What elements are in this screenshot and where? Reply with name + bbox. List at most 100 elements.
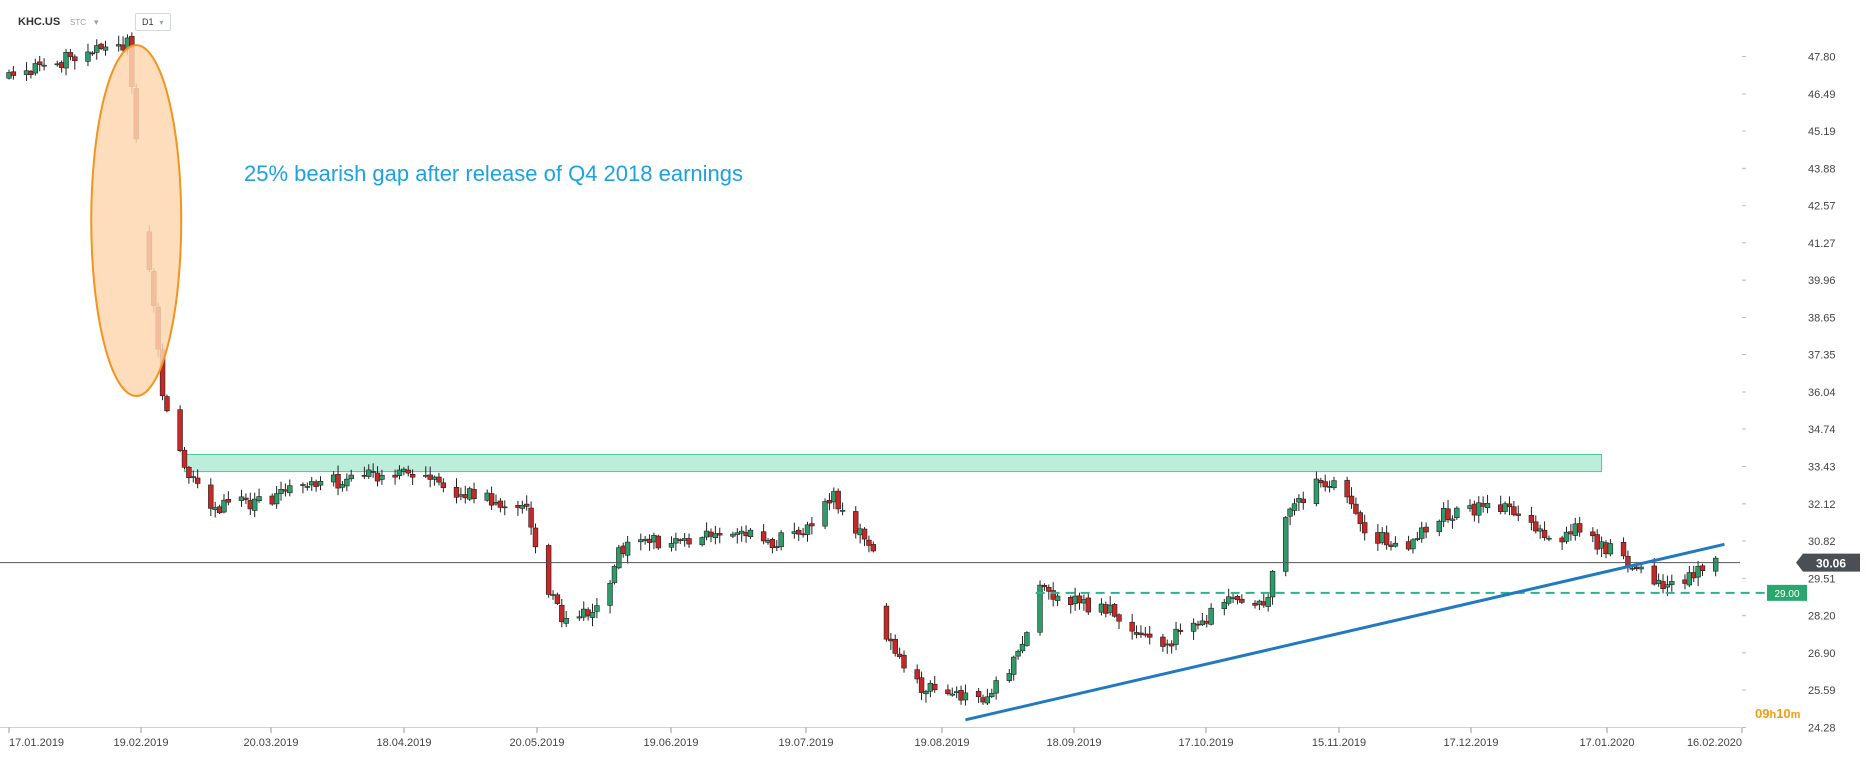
candle[interactable]: [1638, 564, 1644, 574]
candle[interactable]: [708, 528, 714, 543]
candle[interactable]: [791, 522, 798, 539]
candle[interactable]: [462, 485, 468, 504]
candle[interactable]: [866, 535, 872, 553]
candle[interactable]: [1269, 569, 1276, 605]
ticker-symbol[interactable]: KHC.US: [18, 16, 61, 28]
candle[interactable]: [1620, 537, 1627, 560]
candle[interactable]: [1177, 623, 1184, 635]
candle[interactable]: [962, 684, 969, 706]
candle[interactable]: [1660, 574, 1666, 594]
candle[interactable]: [699, 536, 705, 547]
candle[interactable]: [1239, 594, 1245, 604]
candle[interactable]: [984, 688, 991, 706]
candle[interactable]: [585, 607, 591, 621]
candle[interactable]: [330, 471, 337, 487]
candle[interactable]: [37, 55, 43, 72]
candle[interactable]: [431, 475, 438, 486]
candle[interactable]: [914, 664, 920, 684]
candle[interactable]: [559, 598, 565, 628]
candle[interactable]: [344, 473, 350, 492]
candle[interactable]: [396, 465, 403, 480]
candle[interactable]: [953, 686, 960, 699]
candle[interactable]: [839, 502, 846, 516]
candle[interactable]: [458, 487, 464, 501]
candle[interactable]: [1410, 538, 1416, 554]
candle[interactable]: [892, 634, 898, 657]
candle[interactable]: [1331, 476, 1337, 491]
candle[interactable]: [72, 54, 78, 70]
candle[interactable]: [1147, 625, 1153, 645]
candle[interactable]: [67, 48, 74, 61]
candle[interactable]: [673, 532, 679, 551]
candle[interactable]: [1256, 599, 1263, 611]
candle[interactable]: [1011, 655, 1017, 681]
candle[interactable]: [269, 493, 275, 506]
candle[interactable]: [212, 501, 218, 518]
candle[interactable]: [861, 527, 868, 547]
candle[interactable]: [668, 536, 675, 552]
candle[interactable]: [256, 488, 262, 503]
candle[interactable]: [1225, 588, 1232, 606]
candle[interactable]: [1361, 514, 1368, 541]
candle[interactable]: [638, 533, 644, 551]
candle[interactable]: [532, 523, 539, 554]
candle[interactable]: [1449, 515, 1456, 529]
candle[interactable]: [550, 590, 556, 600]
candle[interactable]: [594, 598, 600, 619]
candle[interactable]: [1515, 505, 1521, 522]
candle[interactable]: [1015, 649, 1021, 660]
candle[interactable]: [1019, 636, 1026, 654]
candle[interactable]: [102, 40, 109, 56]
candle[interactable]: [620, 542, 626, 558]
gap-annotation[interactable]: 25% bearish gap after release of Q4 2018…: [244, 161, 743, 186]
support-badge[interactable]: 29.00: [1767, 584, 1807, 601]
candle[interactable]: [800, 527, 806, 538]
candle[interactable]: [1344, 476, 1350, 504]
candle[interactable]: [1133, 625, 1140, 639]
candle[interactable]: [1699, 563, 1706, 576]
candle[interactable]: [1129, 613, 1135, 640]
candle[interactable]: [769, 537, 776, 554]
candle[interactable]: [1287, 507, 1293, 526]
candle[interactable]: [339, 481, 346, 492]
candle[interactable]: [1541, 521, 1548, 541]
candle[interactable]: [1098, 598, 1105, 616]
candle[interactable]: [98, 42, 104, 51]
candle[interactable]: [1283, 515, 1289, 577]
candle[interactable]: [466, 486, 473, 501]
candle[interactable]: [1296, 494, 1302, 512]
candle[interactable]: [1436, 519, 1442, 537]
candle[interactable]: [703, 522, 710, 541]
candle[interactable]: [1445, 500, 1451, 523]
candle[interactable]: [304, 482, 311, 491]
candle[interactable]: [1691, 565, 1697, 583]
candle[interactable]: [287, 479, 293, 497]
candle[interactable]: [247, 492, 254, 515]
candle[interactable]: [646, 534, 653, 551]
candle[interactable]: [309, 477, 315, 491]
candle[interactable]: [208, 478, 214, 516]
candle[interactable]: [760, 524, 767, 545]
candle[interactable]: [1261, 593, 1267, 608]
candle[interactable]: [1379, 527, 1385, 545]
candle[interactable]: [1576, 516, 1583, 537]
candle[interactable]: [243, 493, 249, 505]
candle[interactable]: [1348, 487, 1355, 509]
candle[interactable]: [822, 498, 828, 529]
candle[interactable]: [796, 526, 802, 541]
candle[interactable]: [616, 544, 622, 570]
candle[interactable]: [655, 534, 662, 550]
candle[interactable]: [1625, 550, 1631, 573]
candle[interactable]: [1322, 474, 1328, 492]
candle[interactable]: [1419, 521, 1425, 543]
candle[interactable]: [58, 60, 65, 73]
candle[interactable]: [1204, 615, 1210, 628]
candle[interactable]: [896, 647, 903, 659]
candle[interactable]: [317, 476, 324, 491]
candle[interactable]: [379, 469, 385, 485]
candle[interactable]: [497, 498, 504, 513]
candle[interactable]: [1682, 574, 1688, 590]
candle[interactable]: [1353, 497, 1359, 516]
candle[interactable]: [1234, 594, 1241, 605]
